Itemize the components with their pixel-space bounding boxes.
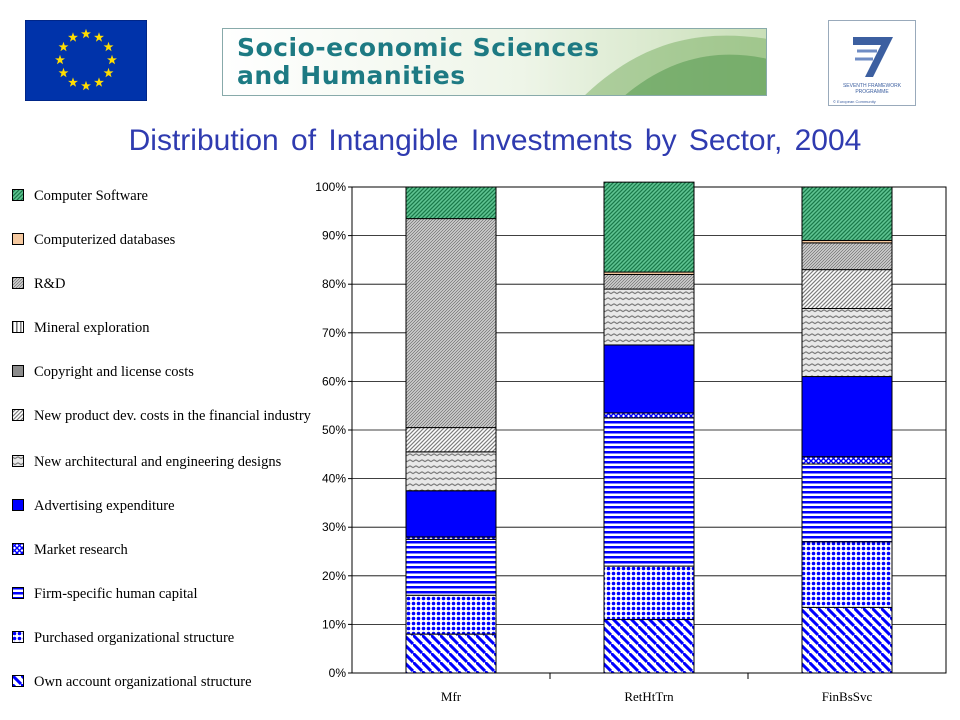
bar-segment bbox=[801, 456, 893, 465]
flag-star bbox=[58, 67, 69, 78]
legend-item: Computerized databases bbox=[12, 230, 312, 270]
legend-swatch bbox=[12, 587, 24, 599]
bar-segment bbox=[405, 451, 497, 492]
bar-segment bbox=[801, 186, 893, 241]
legend-label: New architectural and engineering design… bbox=[34, 454, 282, 470]
eu-flag-logo bbox=[24, 19, 148, 102]
legend-label: Mineral exploration bbox=[34, 320, 150, 336]
legend-swatch bbox=[12, 365, 24, 377]
legend-item: Copyright and license costs bbox=[12, 362, 312, 402]
legend-item: Market research bbox=[12, 540, 312, 580]
flag-star bbox=[107, 54, 117, 65]
flag-star bbox=[103, 67, 114, 78]
legend-swatch bbox=[12, 543, 24, 555]
y-tick-label: 20% bbox=[322, 569, 346, 583]
legend-label: Advertising expenditure bbox=[34, 498, 175, 514]
banner-line-1: Socio-economic Sciences bbox=[237, 33, 600, 62]
fp7-line-3: © European Community bbox=[833, 99, 876, 104]
legend-swatch bbox=[12, 631, 24, 643]
legend-item: New product dev. costs in the financial … bbox=[12, 406, 312, 446]
fp7-line-2: PROGRAMME bbox=[855, 89, 889, 95]
x-tick-label: RetHtTrn bbox=[624, 689, 674, 704]
legend-swatch bbox=[12, 321, 24, 333]
legend-label: Computer Software bbox=[34, 188, 148, 204]
legend-label: New product dev. costs in the financial … bbox=[34, 408, 311, 424]
legend-swatch bbox=[12, 409, 24, 421]
fp7-logo: SEVENTH FRAMEWORK PROGRAMME © European C… bbox=[828, 20, 916, 106]
legend-item: Purchased organizational structure bbox=[12, 628, 312, 668]
bar-segment bbox=[603, 619, 695, 674]
legend-swatch bbox=[12, 675, 24, 687]
legend-label: Firm-specific human capital bbox=[34, 586, 198, 602]
bar-segment bbox=[801, 308, 893, 378]
legend-label: Own account organizational structure bbox=[34, 674, 252, 690]
legend-label: R&D bbox=[34, 276, 66, 292]
legend-label: Market research bbox=[34, 542, 128, 558]
legend-swatch bbox=[12, 455, 24, 467]
legend-item: New architectural and engineering design… bbox=[12, 452, 312, 492]
x-tick-label: FinBsSvc bbox=[822, 689, 873, 704]
legend-label: Purchased organizational structure bbox=[34, 630, 235, 646]
bar-segment bbox=[801, 376, 893, 458]
bar-segment bbox=[603, 417, 695, 567]
legend-label: Copyright and license costs bbox=[34, 364, 194, 380]
bar-segment bbox=[801, 269, 893, 310]
legend-item: Mineral exploration bbox=[12, 318, 312, 358]
ssh-banner-logo: Socio-economic Sciences and Humanities bbox=[222, 28, 767, 96]
y-tick-label: 0% bbox=[329, 666, 347, 680]
bar-segment bbox=[405, 218, 497, 429]
flag-star bbox=[94, 32, 104, 42]
y-tick-label: 50% bbox=[322, 423, 346, 437]
legend-label: Computerized databases bbox=[34, 232, 176, 248]
legend-item: Firm-specific human capital bbox=[12, 584, 312, 624]
bar-segment bbox=[801, 541, 893, 608]
y-tick-label: 100% bbox=[315, 180, 346, 194]
bar-segment bbox=[603, 344, 695, 414]
y-tick-label: 10% bbox=[322, 617, 346, 631]
y-tick-label: 40% bbox=[322, 472, 346, 486]
legend-swatch bbox=[12, 233, 24, 245]
bar-segment bbox=[603, 273, 695, 290]
flag-star bbox=[81, 80, 91, 91]
stacked-bar-chart: 0% 10% 20% 30% 40% 50% 60% 70% 80% 90% 100% Mfr RetH… bbox=[315, 180, 947, 704]
x-tick-label: Mfr bbox=[441, 689, 462, 704]
bar-segment bbox=[801, 242, 893, 271]
legend-swatch bbox=[12, 499, 24, 511]
bar-segment bbox=[603, 181, 695, 273]
flag-star bbox=[55, 54, 65, 65]
bar-segment bbox=[405, 490, 497, 538]
bar-segment bbox=[603, 565, 695, 621]
bar-segment bbox=[801, 606, 893, 674]
y-tick-label: 70% bbox=[322, 326, 346, 340]
bar-segment bbox=[801, 463, 893, 543]
flag-star bbox=[68, 32, 78, 42]
legend-swatch bbox=[12, 189, 24, 201]
flag-star bbox=[58, 41, 69, 52]
flag-star bbox=[94, 77, 104, 87]
bar-segment bbox=[405, 186, 497, 220]
flag-star bbox=[68, 77, 78, 87]
legend-item: Own account organizational structure bbox=[12, 672, 312, 712]
bar-segment bbox=[405, 594, 497, 635]
y-tick-label: 30% bbox=[322, 520, 346, 534]
bar-segment bbox=[405, 633, 497, 674]
legend-item: Computer Software bbox=[12, 186, 312, 226]
bar-segment bbox=[405, 538, 497, 596]
legend-item: R&D bbox=[12, 274, 312, 314]
chart-title: Distribution of Intangible Investments b… bbox=[128, 124, 862, 157]
bar-segment bbox=[603, 288, 695, 346]
y-tick-label: 80% bbox=[322, 277, 346, 291]
bar-segment bbox=[405, 427, 497, 453]
flag-star bbox=[81, 28, 91, 39]
fp7-line-1: SEVENTH FRAMEWORK bbox=[842, 83, 902, 89]
y-tick-label: 90% bbox=[322, 229, 346, 243]
y-tick-label: 60% bbox=[322, 374, 346, 388]
legend-item: Advertising expenditure bbox=[12, 496, 312, 536]
bar-segment bbox=[603, 412, 695, 419]
banner-line-2: and Humanities bbox=[237, 61, 466, 90]
flag-star bbox=[103, 41, 114, 52]
legend-swatch bbox=[12, 277, 24, 289]
